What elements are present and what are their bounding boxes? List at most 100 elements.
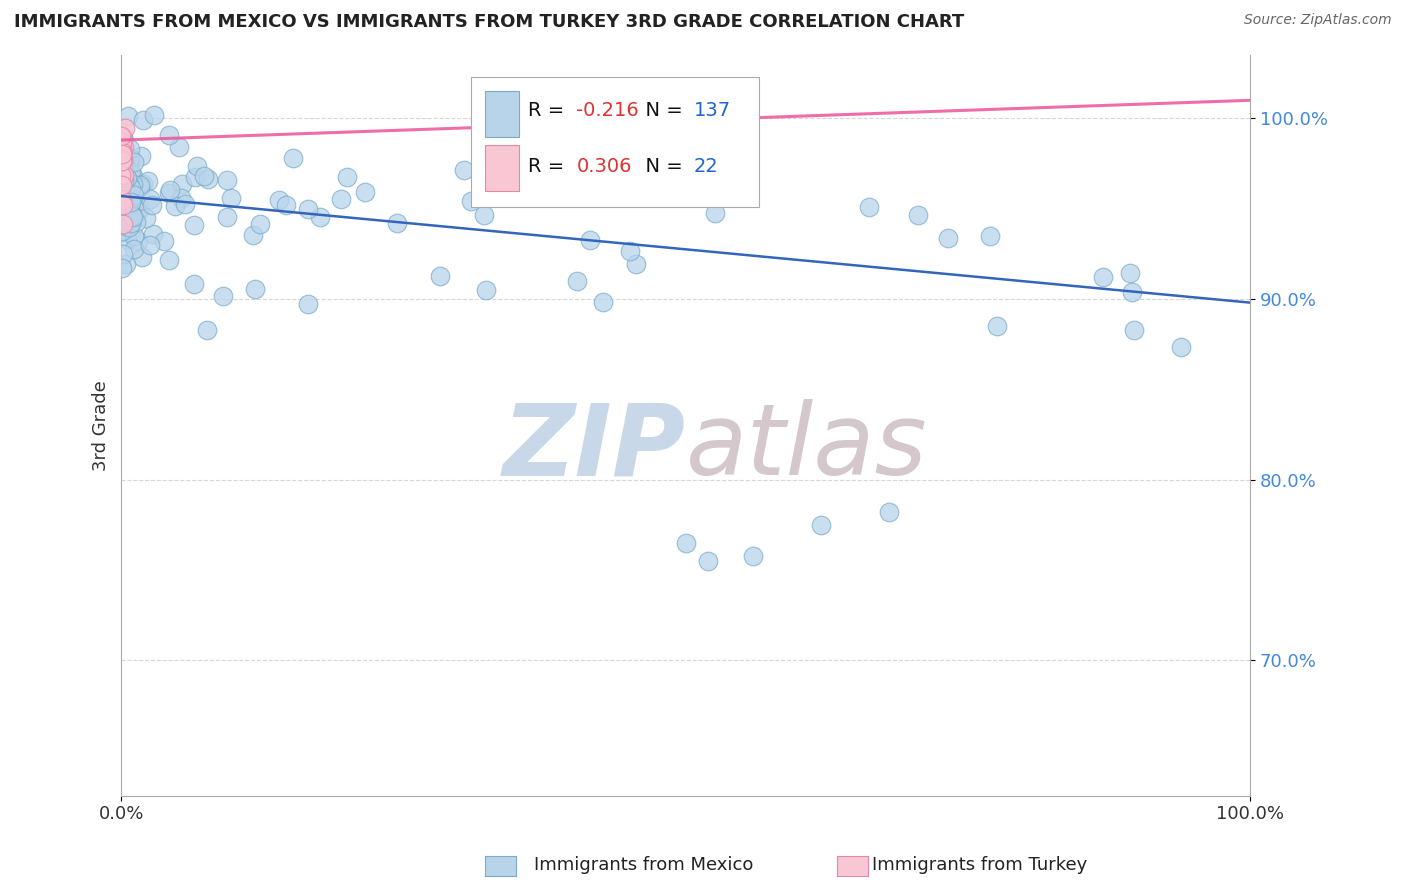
Point xyxy=(132,177,155,191)
Point xyxy=(111,198,134,212)
Point xyxy=(183,277,205,291)
Point xyxy=(986,318,1008,333)
Text: Source: ZipAtlas.com: Source: ZipAtlas.com xyxy=(1244,13,1392,28)
FancyBboxPatch shape xyxy=(485,145,519,192)
Point xyxy=(125,215,148,229)
Point xyxy=(877,505,900,519)
Text: -0.216: -0.216 xyxy=(576,101,638,120)
Point xyxy=(129,201,152,215)
Point xyxy=(111,153,134,168)
Point xyxy=(114,120,136,135)
Text: N =: N = xyxy=(633,101,689,120)
Point xyxy=(183,218,205,232)
Point xyxy=(111,186,134,201)
Text: Immigrants from Turkey: Immigrants from Turkey xyxy=(872,856,1087,874)
Point xyxy=(111,147,134,161)
Point xyxy=(117,176,139,190)
Point xyxy=(118,192,141,206)
Point xyxy=(979,228,1001,243)
Point xyxy=(112,173,135,187)
Point xyxy=(195,323,218,337)
Point xyxy=(197,172,219,186)
Point xyxy=(281,151,304,165)
Text: ZIP: ZIP xyxy=(503,399,686,496)
Point xyxy=(565,274,588,288)
Point xyxy=(112,169,135,183)
Point xyxy=(112,174,135,188)
Point xyxy=(249,217,271,231)
Point xyxy=(114,179,136,194)
Point xyxy=(193,169,215,183)
Point xyxy=(111,168,134,182)
Point xyxy=(474,208,496,222)
Point xyxy=(163,199,186,213)
Point xyxy=(172,177,194,191)
Point xyxy=(110,128,132,142)
Point xyxy=(131,250,153,264)
Point xyxy=(111,193,134,207)
Point xyxy=(1170,340,1192,354)
Point xyxy=(111,217,134,231)
Point xyxy=(122,169,145,183)
Point xyxy=(111,161,134,176)
Point xyxy=(121,208,143,222)
Point xyxy=(111,203,134,218)
Point xyxy=(111,224,134,238)
Point xyxy=(111,153,134,168)
Point xyxy=(110,184,132,198)
Point xyxy=(118,151,141,165)
Point xyxy=(111,260,134,275)
Point xyxy=(128,178,150,192)
Point xyxy=(112,153,135,167)
Point xyxy=(118,192,141,206)
Point xyxy=(211,289,233,303)
Point xyxy=(624,257,647,271)
Point xyxy=(111,181,134,195)
Point xyxy=(115,257,138,271)
Point xyxy=(127,204,149,219)
Point xyxy=(118,181,141,195)
Point xyxy=(907,209,929,223)
Point xyxy=(110,207,132,221)
Point xyxy=(114,185,136,199)
Text: 137: 137 xyxy=(693,101,731,120)
Point xyxy=(122,228,145,243)
Point xyxy=(111,247,134,261)
Point xyxy=(689,168,711,182)
Point xyxy=(110,153,132,167)
FancyBboxPatch shape xyxy=(471,78,759,207)
Point xyxy=(135,211,157,226)
Point xyxy=(157,128,180,142)
Point xyxy=(117,109,139,123)
Point xyxy=(385,216,408,230)
Point xyxy=(122,188,145,202)
Point xyxy=(111,136,134,150)
Point xyxy=(112,161,135,175)
Point xyxy=(460,194,482,208)
Point xyxy=(157,252,180,267)
Point xyxy=(574,169,596,183)
Point xyxy=(475,283,498,297)
Point xyxy=(110,194,132,209)
Point xyxy=(308,210,330,224)
Point xyxy=(1119,266,1142,280)
Point xyxy=(111,191,134,205)
Point xyxy=(111,169,134,184)
Point xyxy=(110,219,132,233)
Point xyxy=(111,142,134,156)
Point xyxy=(245,282,267,296)
Point xyxy=(1091,270,1114,285)
Point xyxy=(1121,285,1143,299)
Point xyxy=(110,152,132,166)
Point xyxy=(110,202,132,216)
Point xyxy=(157,186,180,200)
Point xyxy=(297,297,319,311)
Point xyxy=(136,174,159,188)
Point xyxy=(169,140,191,154)
Point xyxy=(118,166,141,180)
Point xyxy=(121,203,143,218)
Point xyxy=(186,159,208,173)
Point xyxy=(110,166,132,180)
Point xyxy=(114,210,136,224)
Point xyxy=(219,191,242,205)
